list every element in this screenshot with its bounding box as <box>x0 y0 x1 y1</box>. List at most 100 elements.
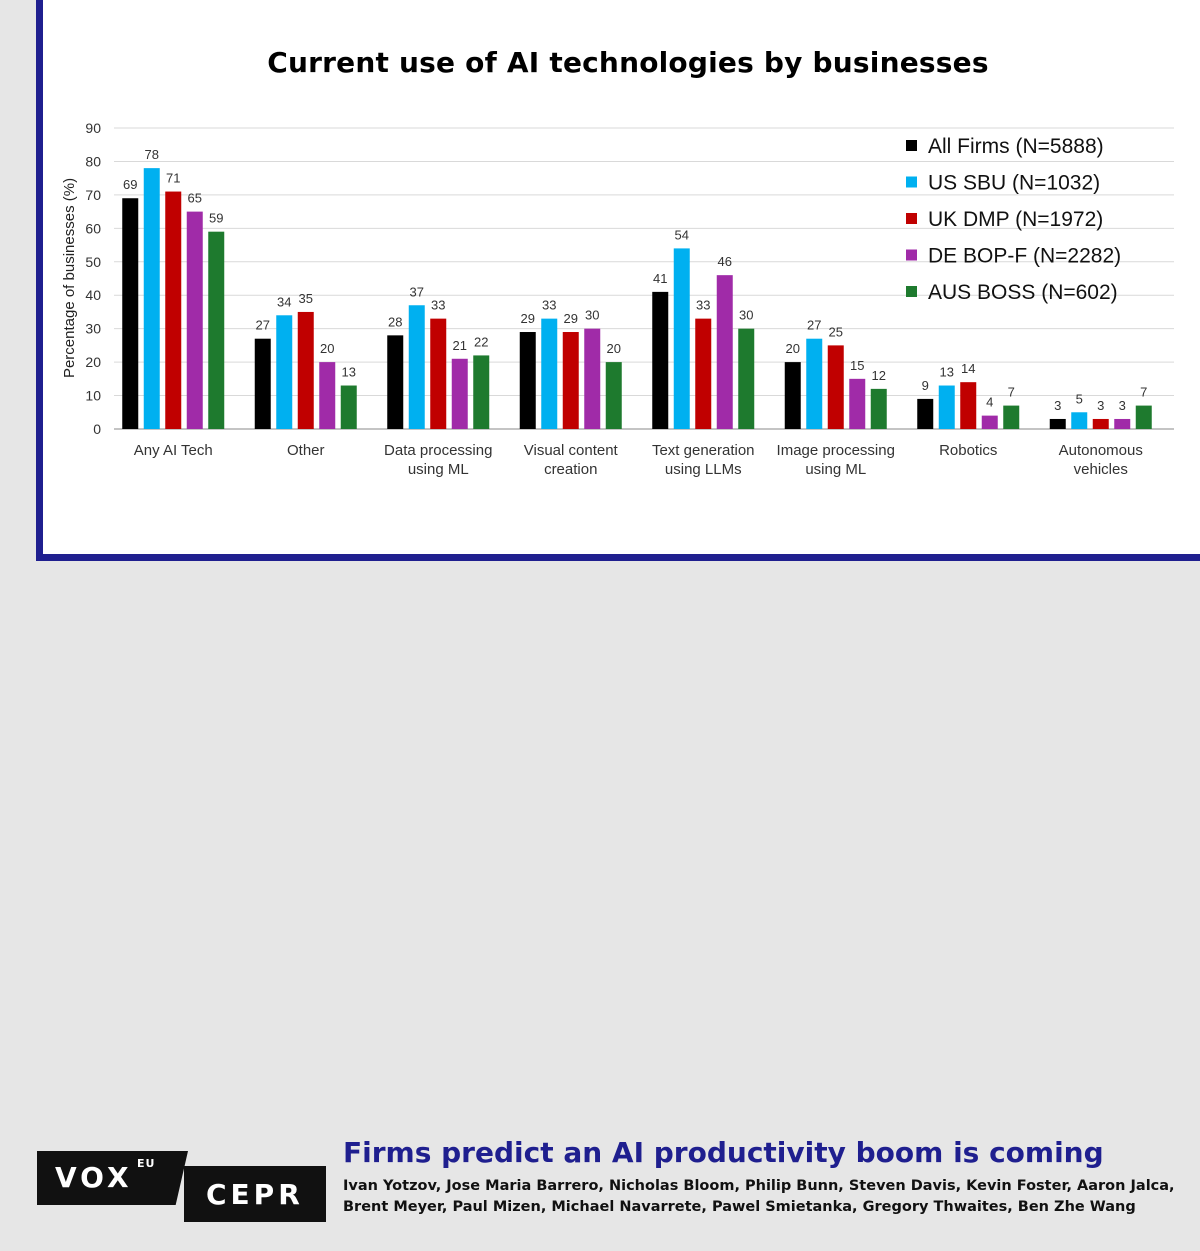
x-tick-label: using ML <box>805 461 866 478</box>
data-label: 7 <box>1008 385 1015 400</box>
legend-swatch <box>906 286 917 297</box>
data-label: 4 <box>986 395 993 410</box>
data-label: 35 <box>299 291 313 306</box>
data-label: 33 <box>431 298 445 313</box>
data-label: 78 <box>145 147 159 162</box>
data-label: 21 <box>453 338 467 353</box>
data-label: 9 <box>922 378 929 393</box>
cepr-logo[interactable]: CEPR <box>184 1166 326 1222</box>
legend-label: US SBU (N=1032) <box>928 172 1100 195</box>
bar <box>938 385 955 429</box>
legend-label: UK DMP (N=1972) <box>928 208 1103 231</box>
bar <box>1071 412 1088 429</box>
bar <box>430 318 447 429</box>
legend-label: DE BOP-F (N=2282) <box>928 245 1121 268</box>
x-tick-label: Visual content <box>524 442 619 459</box>
bar <box>408 305 425 429</box>
bar <box>849 378 866 429</box>
logo-cepr-text: CEPR <box>206 1178 304 1211</box>
data-label: 13 <box>342 365 356 380</box>
data-label: 22 <box>474 334 488 349</box>
x-tick-label: Other <box>287 442 325 459</box>
bar <box>276 315 293 429</box>
data-label: 28 <box>388 314 402 329</box>
bar <box>673 248 690 429</box>
x-tick-label: using ML <box>408 461 469 478</box>
footer: VOX EU CEPR Firms predict an AI producti… <box>0 566 1200 1222</box>
data-label: 5 <box>1076 391 1083 406</box>
bar <box>122 198 139 429</box>
bar <box>1003 405 1020 429</box>
data-label: 3 <box>1119 398 1126 413</box>
data-label: 14 <box>961 361 975 376</box>
y-tick-label: 20 <box>85 354 101 370</box>
data-label: 30 <box>739 308 753 323</box>
x-tick-label: vehicles <box>1074 461 1128 478</box>
x-tick-label: Autonomous <box>1059 442 1143 459</box>
bar <box>143 168 160 429</box>
x-tick-label: Image processing <box>777 442 895 459</box>
x-tick-label: Data processing <box>384 442 492 459</box>
y-tick-label: 50 <box>85 254 101 270</box>
x-tick-label: Text generation <box>652 442 755 459</box>
bar <box>541 318 558 429</box>
bar <box>917 398 934 429</box>
data-label: 54 <box>675 227 689 242</box>
data-label: 7 <box>1140 385 1147 400</box>
bar <box>387 335 404 429</box>
bar <box>652 291 669 429</box>
bar <box>165 191 182 429</box>
bar <box>1092 418 1109 429</box>
bar <box>716 275 733 429</box>
data-label: 37 <box>410 284 424 299</box>
chart-frame: Current use of AI technologies by busine… <box>0 0 1200 566</box>
bar <box>473 355 490 429</box>
article-authors: Ivan Yotzov, Jose Maria Barrero, Nichola… <box>343 1178 1175 1215</box>
data-label: 12 <box>872 368 886 383</box>
bar <box>1114 418 1131 429</box>
bar <box>870 388 887 429</box>
data-label: 71 <box>166 171 180 186</box>
y-tick-label: 40 <box>85 287 101 303</box>
bar <box>827 345 844 429</box>
data-label: 20 <box>607 341 621 356</box>
data-label: 69 <box>123 177 137 192</box>
bar <box>960 382 977 429</box>
logo-vox-text: VOX <box>55 1161 133 1194</box>
y-axis-label: Percentage of businesses (%) <box>61 178 78 378</box>
bar <box>584 328 601 429</box>
bar <box>784 362 801 429</box>
y-tick-label: 70 <box>85 187 101 203</box>
data-label: 29 <box>521 311 535 326</box>
article-headline[interactable]: Firms predict an AI productivity boom is… <box>343 1136 1104 1169</box>
bar <box>562 332 579 429</box>
data-label: 46 <box>718 254 732 269</box>
data-label: 27 <box>256 318 270 333</box>
legend-swatch <box>906 213 917 224</box>
data-label: 27 <box>807 318 821 333</box>
bar <box>340 385 357 429</box>
y-tick-label: 80 <box>85 153 101 169</box>
data-label: 20 <box>786 341 800 356</box>
data-label: 33 <box>542 298 556 313</box>
data-label: 33 <box>696 298 710 313</box>
data-label: 29 <box>564 311 578 326</box>
data-label: 65 <box>188 191 202 206</box>
x-tick-label: Any AI Tech <box>134 442 213 459</box>
voxeu-logo[interactable]: VOX EU <box>37 1151 189 1205</box>
bar <box>605 362 622 429</box>
data-label: 34 <box>277 294 291 309</box>
bar <box>1135 405 1152 429</box>
data-label: 3 <box>1054 398 1061 413</box>
y-tick-label: 30 <box>85 321 101 337</box>
data-label: 20 <box>320 341 334 356</box>
legend-swatch <box>906 249 917 261</box>
legend-label: AUS BOSS (N=602) <box>928 281 1118 304</box>
bar <box>208 231 225 429</box>
y-tick-label: 90 <box>85 120 101 136</box>
bar <box>254 338 271 429</box>
legend-swatch <box>906 176 917 188</box>
bar <box>806 338 823 429</box>
bar <box>695 318 712 429</box>
data-label: 3 <box>1097 398 1104 413</box>
